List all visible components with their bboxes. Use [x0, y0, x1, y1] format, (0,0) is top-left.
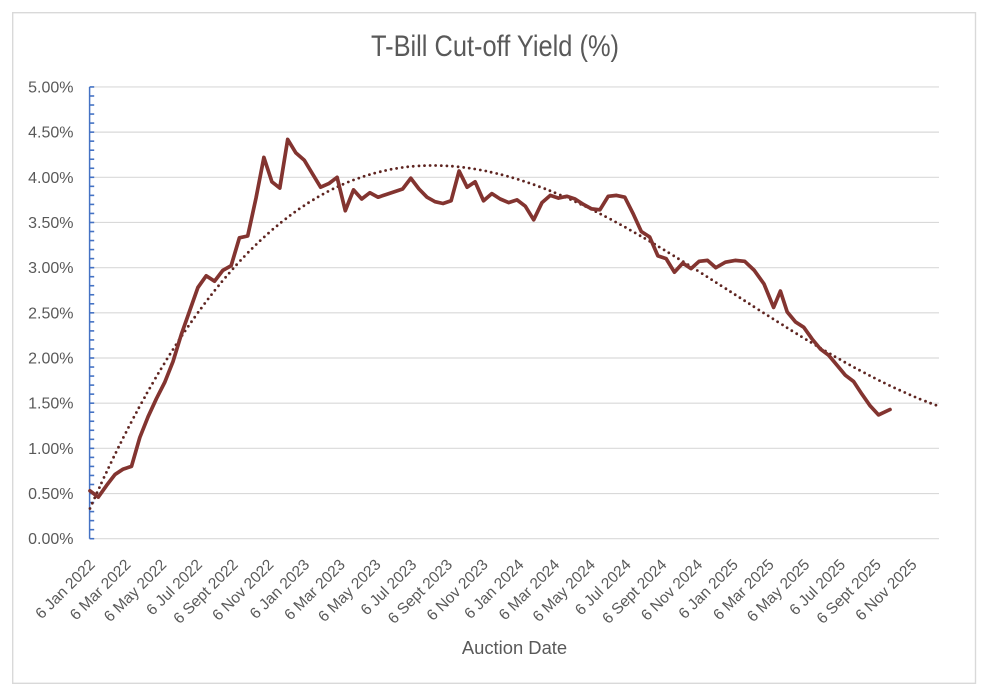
svg-text:0.50%: 0.50%: [28, 486, 73, 503]
svg-text:3.50%: 3.50%: [28, 215, 73, 232]
svg-text:2.00%: 2.00%: [28, 351, 73, 368]
svg-text:3.00%: 3.00%: [28, 260, 73, 277]
svg-text:Auction Date: Auction Date: [462, 637, 567, 658]
svg-text:1.50%: 1.50%: [28, 396, 73, 413]
svg-text:1.00%: 1.00%: [28, 441, 73, 458]
svg-text:T-Bill Cut-off Yield (%): T-Bill Cut-off Yield (%): [371, 30, 619, 63]
svg-text:4.50%: 4.50%: [28, 125, 73, 142]
svg-text:5.00%: 5.00%: [28, 79, 73, 96]
svg-text:2.50%: 2.50%: [28, 305, 73, 322]
svg-text:0.00%: 0.00%: [28, 531, 73, 548]
svg-text:4.00%: 4.00%: [28, 170, 73, 187]
